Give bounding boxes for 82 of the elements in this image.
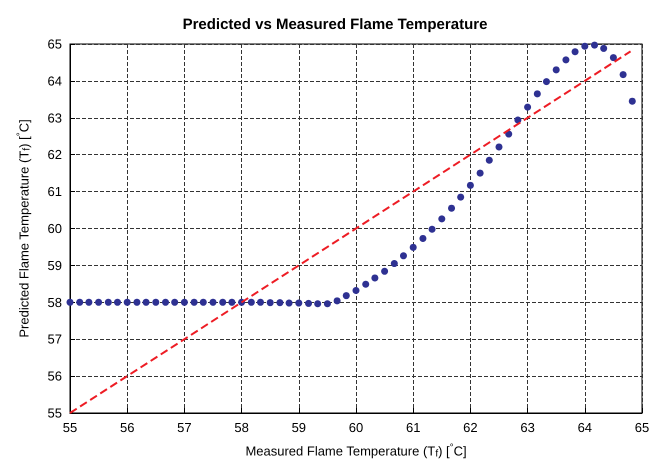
y-tick-label: 64 [48,73,62,88]
point [381,268,388,275]
point [400,252,407,260]
point [85,298,92,306]
point [324,300,331,308]
point [314,300,322,308]
y-tick-label: 61 [48,184,62,200]
point [542,78,550,86]
point [562,56,570,64]
point [486,156,493,164]
point [610,54,617,62]
point [448,204,456,212]
point [200,298,207,306]
point [419,234,426,242]
x-tick-label: 58 [234,420,249,435]
point [620,71,627,78]
point [162,298,170,306]
point [190,298,198,306]
point [104,298,112,306]
point [572,48,579,56]
x-tick-label: 55 [62,420,78,435]
point [305,300,312,307]
y-tick-label: 58 [48,294,62,310]
point [628,98,636,105]
point [295,300,302,307]
point [438,215,446,222]
x-tick-label: 65 [634,420,650,435]
point [142,298,150,306]
y-tick-label: 59 [48,258,62,273]
point [114,298,121,306]
x-tick-label: 60 [348,420,364,435]
x-tick-label: 61 [406,420,420,435]
point [248,298,255,306]
point [124,298,131,306]
point [219,298,226,306]
y-tick-label: 60 [48,221,62,236]
x-tick-label: 56 [120,420,134,435]
point [95,298,102,306]
point [600,44,608,52]
point [581,42,588,50]
x-tick-label: 57 [177,420,192,435]
point [552,66,560,74]
point [180,298,188,306]
y-tick-label: 55 [48,406,62,420]
point [371,274,378,282]
point [133,298,140,306]
point [591,42,598,49]
point [390,260,398,268]
point [286,300,293,307]
point [171,298,178,306]
point [66,298,74,306]
point [524,104,532,111]
point [352,286,360,294]
y-tick-label: 62 [48,147,62,162]
x-tick-label: 59 [292,420,306,435]
x-tick-label: 64 [578,420,592,435]
point [334,297,341,304]
point [534,90,541,98]
y-tick-label: 56 [48,368,62,384]
point [362,280,370,288]
point [466,182,474,189]
point [342,292,350,300]
point [514,116,522,124]
chart-title: Predicted vs Measured Flame Temperature [182,16,488,33]
x-tick-label: 63 [520,420,535,435]
point [256,298,264,306]
x-tick-label: 62 [463,420,478,435]
point [428,226,436,233]
point [228,298,236,306]
point [210,298,216,306]
point [496,143,502,150]
point [276,299,284,306]
y-axis-title: Predicted Flame Temperature (Tf) [°C] [16,119,32,338]
point [410,244,417,251]
point [457,194,464,201]
point [76,298,84,306]
point [152,298,160,306]
y-tick-label: 57 [48,332,62,347]
y-tick-label: 63 [48,110,62,126]
point [476,170,484,177]
point [266,299,274,306]
y-tick-label: 65 [48,36,62,52]
